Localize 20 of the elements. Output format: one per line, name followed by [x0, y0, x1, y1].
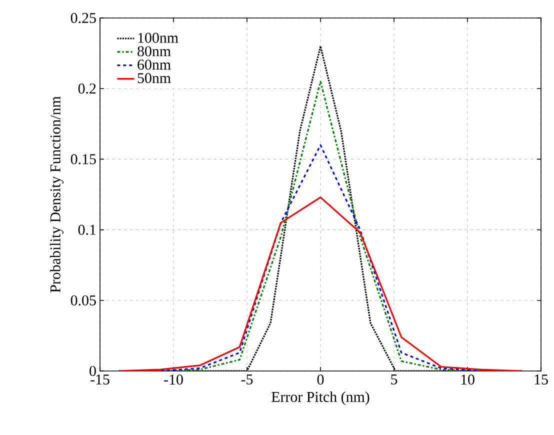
x-tick-label: 10 — [461, 374, 474, 385]
y-axis-title: Probability Density Function/nm — [50, 96, 64, 292]
y-tick-label: 0 — [90, 366, 96, 376]
x-axis-title: Error Pitch (nm) — [272, 391, 370, 406]
y-tick-label: 0.1 — [78, 224, 96, 235]
line-series — [118, 196, 523, 371]
y-tick-label: 0.25 — [70, 12, 96, 24]
legend-label: 60nm — [138, 60, 171, 70]
legend-label: 80nm — [138, 46, 171, 56]
x-tick-label: 5 — [391, 374, 398, 384]
y-tick-label: 0.05 — [70, 295, 96, 306]
y-tick-label: 0.15 — [70, 154, 96, 164]
legend-label: 50nm — [138, 73, 171, 84]
x-tick-label: -5 — [241, 374, 253, 384]
x-tick-label: 0 — [317, 374, 324, 385]
x-tick-label: -10 — [164, 374, 183, 385]
x-tick-label: -15 — [90, 374, 110, 385]
x-tick-label: 15 — [534, 374, 548, 385]
y-tick-label: 0.2 — [78, 84, 96, 94]
legend-label: 100nm — [138, 32, 178, 43]
